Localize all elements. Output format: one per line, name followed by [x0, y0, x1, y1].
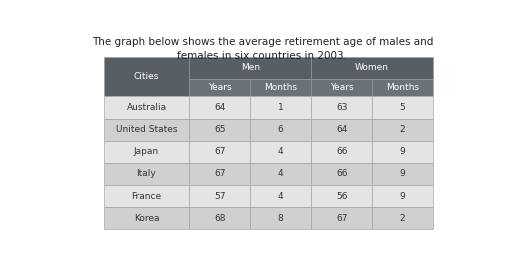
Text: 8: 8	[278, 214, 284, 223]
Bar	[311, 207, 372, 229]
Text: 63: 63	[336, 103, 347, 112]
Bar	[250, 119, 311, 141]
Bar	[372, 185, 433, 207]
Text: 2: 2	[400, 214, 406, 223]
Bar	[311, 185, 372, 207]
Bar	[311, 57, 433, 79]
Text: 9: 9	[400, 147, 406, 156]
Bar	[189, 141, 250, 163]
Bar	[189, 57, 311, 79]
Bar	[311, 96, 372, 119]
Bar	[189, 185, 250, 207]
Bar	[372, 141, 433, 163]
Text: 67: 67	[336, 214, 347, 223]
Bar	[189, 96, 250, 119]
Bar	[250, 163, 311, 185]
Text: Years: Years	[208, 83, 231, 92]
Text: 2: 2	[400, 125, 406, 134]
Bar	[311, 141, 372, 163]
Text: 56: 56	[336, 192, 347, 201]
Text: 66: 66	[336, 170, 347, 179]
Bar	[311, 79, 372, 96]
Text: Cities: Cities	[134, 72, 159, 81]
Bar	[250, 185, 311, 207]
Text: 66: 66	[336, 147, 347, 156]
Text: 65: 65	[214, 125, 225, 134]
Bar	[189, 163, 250, 185]
Text: Women: Women	[355, 64, 389, 72]
Bar	[189, 207, 250, 229]
Text: Years: Years	[330, 83, 353, 92]
Text: 4: 4	[278, 192, 284, 201]
Text: Men: Men	[241, 64, 260, 72]
Text: 68: 68	[214, 214, 225, 223]
Text: 64: 64	[214, 103, 225, 112]
Bar	[250, 79, 311, 96]
Bar	[372, 79, 433, 96]
Text: Korea: Korea	[134, 214, 159, 223]
Bar	[372, 207, 433, 229]
Bar	[250, 207, 311, 229]
Bar	[103, 185, 189, 207]
Text: United States: United States	[116, 125, 177, 134]
Text: Italy: Italy	[137, 170, 156, 179]
Bar	[103, 141, 189, 163]
Bar	[372, 163, 433, 185]
Text: 9: 9	[400, 170, 406, 179]
Text: 5: 5	[400, 103, 406, 112]
Bar	[311, 163, 372, 185]
Bar	[189, 79, 250, 96]
Text: Months: Months	[386, 83, 419, 92]
Text: 6: 6	[278, 125, 284, 134]
Bar	[250, 96, 311, 119]
Text: 1: 1	[278, 103, 284, 112]
Bar	[372, 96, 433, 119]
Text: 57: 57	[214, 192, 225, 201]
Text: The graph below shows the average retirement age of males and
females in six cou: The graph below shows the average retire…	[92, 37, 433, 61]
Text: France: France	[132, 192, 162, 201]
Bar	[103, 119, 189, 141]
Bar	[250, 141, 311, 163]
Bar	[189, 119, 250, 141]
Text: 4: 4	[278, 147, 284, 156]
Text: 4: 4	[278, 170, 284, 179]
Text: 9: 9	[400, 192, 406, 201]
Text: 64: 64	[336, 125, 347, 134]
Bar	[103, 163, 189, 185]
Bar	[372, 119, 433, 141]
Bar	[103, 57, 189, 96]
Bar	[311, 119, 372, 141]
Text: Months: Months	[264, 83, 297, 92]
Text: Japan: Japan	[134, 147, 159, 156]
Bar	[103, 207, 189, 229]
Text: 67: 67	[214, 170, 225, 179]
Text: 67: 67	[214, 147, 225, 156]
Bar	[103, 96, 189, 119]
Text: Australia: Australia	[126, 103, 166, 112]
